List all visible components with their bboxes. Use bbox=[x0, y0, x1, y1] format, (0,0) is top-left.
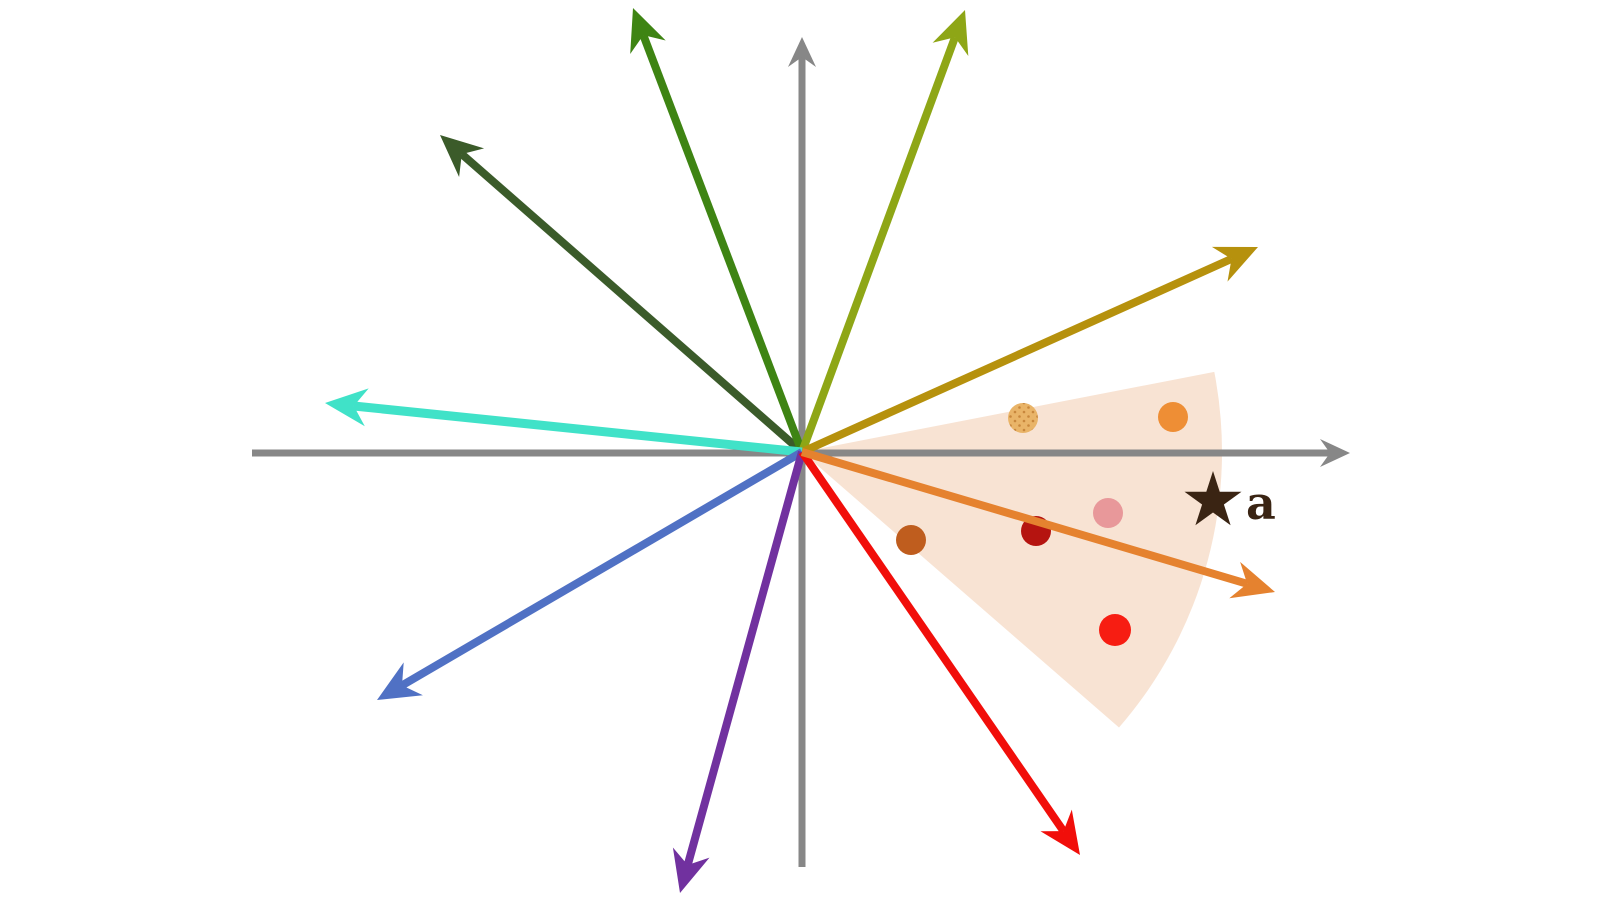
turquoise-vector-head bbox=[325, 388, 369, 427]
bright-red-dot bbox=[1099, 614, 1131, 646]
blue-vector bbox=[377, 448, 805, 700]
blue-vector-shaft bbox=[399, 448, 805, 689]
query-star bbox=[1184, 471, 1242, 526]
yellow-green-vector-head bbox=[932, 10, 969, 56]
star-label: a bbox=[1246, 476, 1276, 530]
y-axis-head bbox=[788, 37, 816, 67]
vectors-layer bbox=[325, 8, 1275, 893]
query-star-layer: a bbox=[1184, 471, 1276, 530]
yellow-green-vector bbox=[798, 10, 969, 454]
yellow-green-vector-shaft bbox=[798, 35, 959, 454]
x-axis-head bbox=[1320, 439, 1350, 467]
orange-vector-head bbox=[1229, 561, 1275, 599]
forest-green-vector-shaft bbox=[639, 33, 806, 454]
dark-green-vector-shaft bbox=[459, 151, 805, 456]
purple-vector-head bbox=[672, 847, 710, 893]
turquoise-vector bbox=[325, 388, 803, 457]
red-vector bbox=[798, 449, 1080, 855]
goldenrod-vector bbox=[800, 246, 1258, 456]
dark-green-vector-head bbox=[440, 135, 485, 177]
forest-green-vector-head bbox=[630, 8, 666, 54]
pink-dot bbox=[1093, 498, 1123, 528]
sandy-dot bbox=[1008, 403, 1038, 433]
red-vector-shaft bbox=[798, 449, 1067, 834]
sienna-dot bbox=[896, 525, 926, 555]
orange-dot bbox=[1158, 402, 1188, 432]
orange-vector bbox=[800, 448, 1275, 599]
goldenrod-vector-head bbox=[1211, 246, 1258, 282]
turquoise-vector-shaft bbox=[353, 401, 803, 457]
goldenrod-vector-shaft bbox=[800, 255, 1234, 456]
forest-green-vector bbox=[630, 8, 806, 454]
purple-vector bbox=[672, 450, 806, 893]
blue-vector-head bbox=[377, 662, 423, 700]
data-points-layer bbox=[896, 402, 1188, 646]
orange-vector-shaft bbox=[800, 448, 1249, 588]
purple-vector-shaft bbox=[683, 450, 806, 867]
red-vector-head bbox=[1040, 809, 1080, 855]
dark-green-vector bbox=[440, 135, 805, 456]
